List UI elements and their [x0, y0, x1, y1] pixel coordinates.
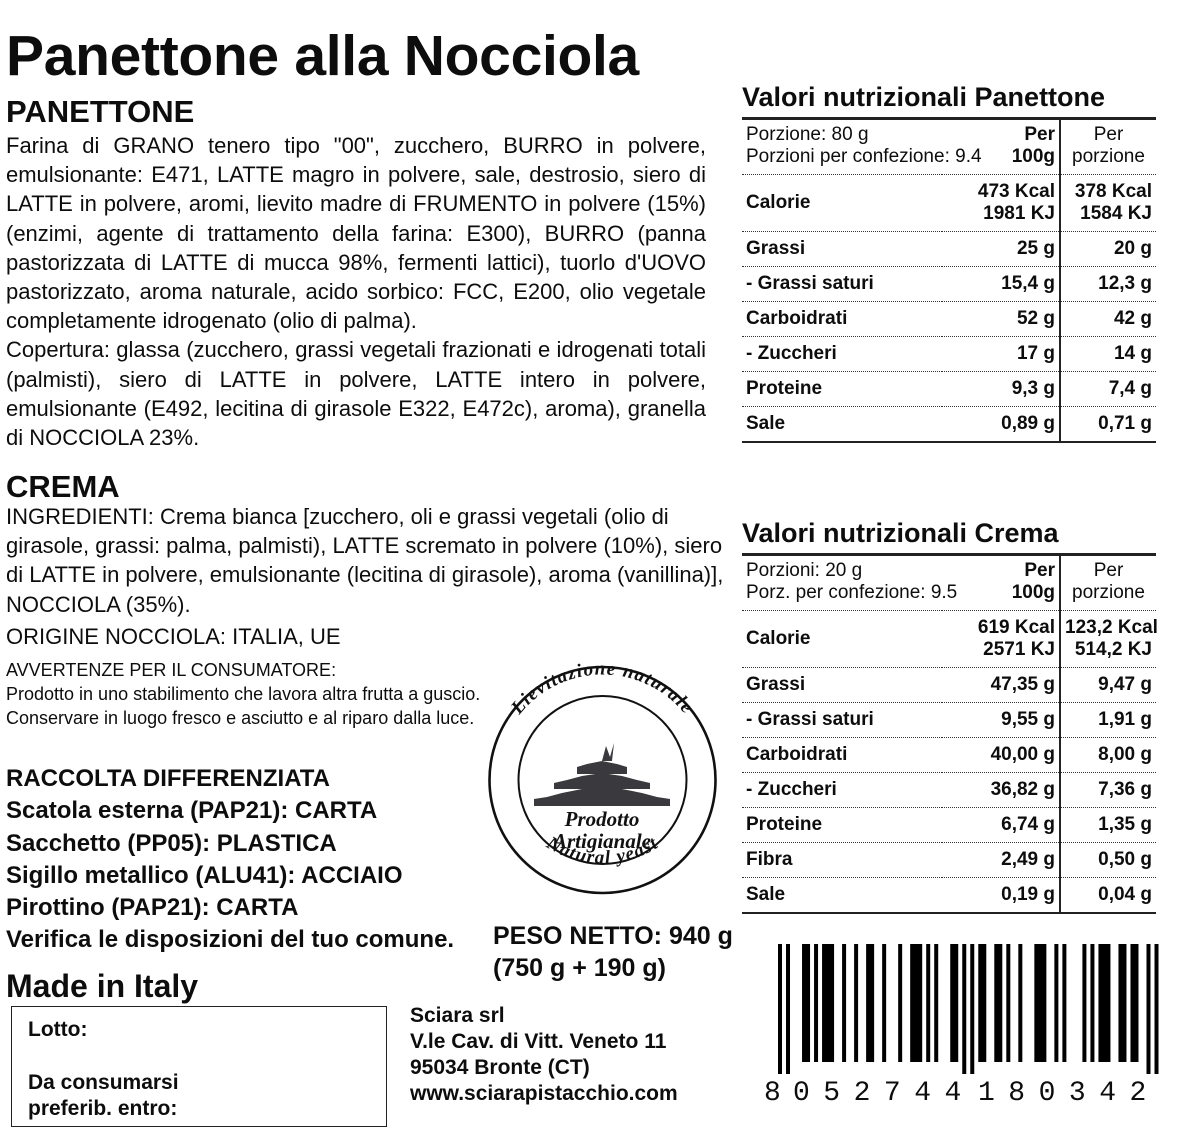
svg-text:Artigianale: Artigianale: [551, 829, 651, 853]
svg-text:Lievitazione naturale: Lievitazione naturale: [506, 663, 698, 719]
svg-text:Prodotto: Prodotto: [564, 807, 640, 831]
